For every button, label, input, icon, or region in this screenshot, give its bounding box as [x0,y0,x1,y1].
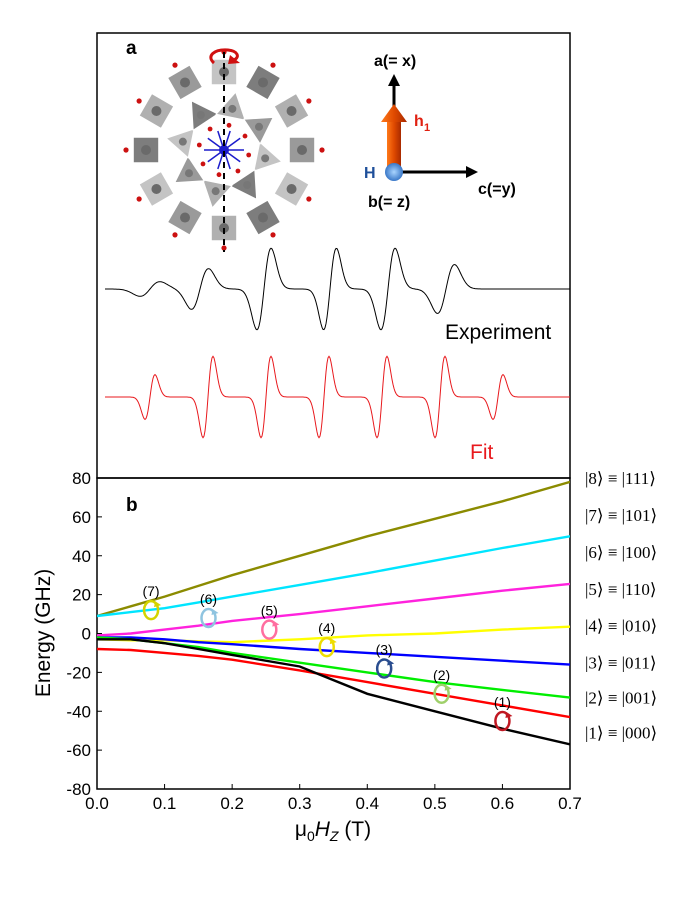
y-tick-label: 60 [72,508,91,527]
x-tick-label: 0.7 [558,794,582,813]
panel-b-letter: b [126,495,138,516]
molecule-structure [123,49,325,252]
x-axis-title: μ0HZ (T) [295,818,371,844]
state-label: |4⟩ ≡ |010⟩ [585,617,657,636]
series-line-7 [97,535,570,618]
transition-label: (4) [318,620,335,636]
x-tick-label: 0.0 [85,794,109,813]
coordinate-frame: a(= x) c(=y) b(= z) H h 1 [364,53,516,211]
transition-marker-6 [200,607,219,629]
panel-a-letter: a [126,38,137,59]
transition-marker-7 [142,599,162,621]
fit-trace [105,355,570,439]
svg-text:H: H [364,165,376,182]
series-line-6 [97,582,570,637]
series-line-2 [97,647,570,719]
rotation-arrow-icon [209,48,240,65]
y-axis-title: Energy (GHz) [32,569,55,697]
state-label: |5⟩ ≡ |110⟩ [585,580,657,599]
state-label: |1⟩ ≡ |000⟩ [585,724,657,743]
x-tick-label: 0.4 [355,794,379,813]
transition-marker-3 [375,658,395,679]
transition-label: (1) [494,694,511,710]
y-tick-label: 40 [72,547,91,566]
x-tick-label: 0.5 [423,794,447,813]
svg-text:b(= z): b(= z) [368,194,410,211]
x-tick-label: 0.6 [491,794,515,813]
transition-label: (3) [376,641,393,657]
x-tick-label: 0.2 [220,794,244,813]
fit-label: Fit [470,441,493,464]
state-label: |6⟩ ≡ |100⟩ [585,543,657,562]
y-tick-label: 20 [72,586,91,605]
transition-marker-4 [318,636,337,658]
y-tick-label: 0 [82,625,91,644]
transition-marker-5 [261,619,280,640]
transition-label: (6) [200,591,217,607]
svg-text:a(= x): a(= x) [374,53,416,70]
series-line-1 [97,638,570,746]
state-label: |2⟩ ≡ |001⟩ [585,689,657,708]
x-tick-label: 0.3 [288,794,312,813]
state-label: |3⟩ ≡ |011⟩ [585,654,657,673]
state-label: |8⟩ ≡ |111⟩ [585,469,656,488]
x-tick-label: 0.1 [153,794,177,813]
y-tick-label: -20 [66,663,91,682]
transition-marker-2 [433,683,452,705]
y-tick-label: -40 [66,702,91,721]
experiment-trace [105,247,570,331]
state-label: |7⟩ ≡ |101⟩ [585,506,657,525]
experiment-label: Experiment [445,321,551,344]
y-tick-label: -60 [66,741,91,760]
y-tick-label: 80 [72,469,91,488]
svg-text:1: 1 [424,122,430,134]
transition-label: (7) [142,583,159,599]
series-line-4 [97,636,570,666]
transition-marker-1 [494,710,513,732]
svg-text:h: h [414,113,424,130]
transition-label: (5) [261,603,278,619]
y-tick-label: -80 [66,780,91,799]
transition-label: (2) [433,667,450,683]
svg-text:c(=y): c(=y) [478,181,516,198]
